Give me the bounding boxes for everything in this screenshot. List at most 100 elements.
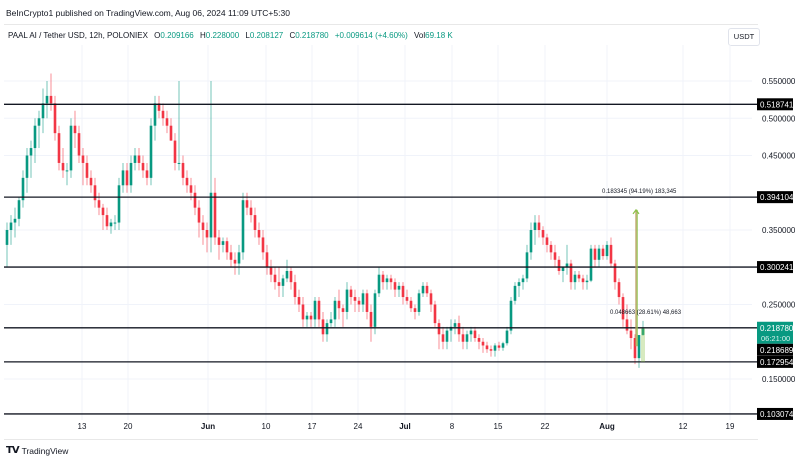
candle-body <box>405 297 409 301</box>
horizontal-levels[interactable] <box>4 103 758 415</box>
volume-label: Vol <box>414 31 426 40</box>
candle-body <box>525 252 529 279</box>
candle-body <box>13 218 17 223</box>
candle-body <box>57 133 61 163</box>
candle-body <box>245 200 249 208</box>
candle-body <box>337 300 341 309</box>
time-axis[interactable]: 13 20 Jun 10 17 24 Jul 8 15 22 Aug 12 19 <box>78 422 735 431</box>
price-tag-label: 0.218689 <box>760 346 794 355</box>
candle-body <box>221 241 225 245</box>
candle-body <box>53 103 57 134</box>
candle-body <box>17 200 21 219</box>
candle-body <box>353 297 357 301</box>
candle-body <box>533 222 537 230</box>
arrow-up-icon <box>632 208 640 215</box>
candle-body <box>253 215 257 230</box>
candle-body <box>365 293 369 312</box>
candle-body <box>361 293 365 305</box>
candle-body <box>489 349 493 351</box>
candle-body <box>605 244 609 257</box>
candle-body <box>77 133 81 156</box>
candle-body <box>185 177 189 186</box>
price-tag[interactable] <box>757 261 793 274</box>
candle-body <box>173 140 177 163</box>
candle-body <box>285 270 289 279</box>
price-tag[interactable] <box>757 98 793 111</box>
candle-body <box>393 282 397 290</box>
candle-body <box>585 280 589 283</box>
candle-body <box>297 297 301 305</box>
low-value: 0.208127 <box>249 31 284 40</box>
open-value: 0.209166 <box>160 31 194 40</box>
candle-body <box>249 207 253 216</box>
candle-body <box>637 335 641 359</box>
candle-body <box>469 330 473 335</box>
candle-body <box>21 177 25 201</box>
candle-body <box>317 300 321 320</box>
price-tag[interactable] <box>757 191 793 204</box>
candle-body <box>265 252 269 268</box>
candle-body <box>437 323 441 335</box>
candle-body <box>149 125 153 178</box>
candle-body <box>481 341 485 346</box>
close-value: 0.218780 <box>295 31 329 40</box>
high-value: 0.228000 <box>205 31 240 40</box>
candle-body <box>453 323 457 327</box>
time-tick-label: Aug <box>599 422 615 431</box>
currency-button[interactable]: USDT <box>728 28 760 46</box>
candle-body <box>409 300 413 309</box>
candle-body <box>341 308 345 312</box>
measure-label-small: 0.048663 (28.61%) 48,663 <box>610 310 682 316</box>
symbol-name[interactable]: PAAL AI / Tether USD, 12h, POLONIEX <box>8 31 148 40</box>
candle-body <box>477 338 481 342</box>
candle-body <box>181 162 185 178</box>
candle-body <box>601 248 605 257</box>
price-axis[interactable]: 0.550000 0.500000 0.450000 0.350000 0.250000… <box>757 77 796 420</box>
price-tag-label: 0.394104 <box>760 193 794 202</box>
candle-body <box>213 192 217 238</box>
candle-body <box>217 237 221 245</box>
time-tick-label: Jun <box>201 422 215 431</box>
candle-body <box>33 125 37 149</box>
candle-body <box>309 315 313 320</box>
candle-body <box>465 334 469 342</box>
candle-body <box>549 244 553 253</box>
tradingview-logo[interactable]: TV TradingView <box>6 445 68 456</box>
candle-body <box>109 222 113 227</box>
candle-body <box>381 274 385 283</box>
candle-body <box>357 300 361 305</box>
price-range-measurements[interactable]: 0.183345 (94.19%) 183,345 0.048663 (28.61… <box>602 189 682 362</box>
time-tick-label: 8 <box>450 422 455 431</box>
price-tag[interactable] <box>757 407 793 420</box>
candle-body <box>157 103 161 111</box>
candle-body <box>141 162 145 171</box>
candle-body <box>201 222 205 230</box>
candle-body <box>73 125 77 134</box>
candle-body <box>329 319 333 324</box>
price-tag[interactable] <box>757 355 793 368</box>
candle-body <box>273 274 277 283</box>
candle-body <box>597 248 601 260</box>
candle-body <box>165 118 169 126</box>
time-tick-label: 22 <box>541 422 550 431</box>
candle-body <box>281 278 285 286</box>
candle-body <box>241 200 245 253</box>
candle-body <box>417 293 421 312</box>
candle-body <box>293 282 297 298</box>
candle-body <box>449 326 453 331</box>
last-price-tag[interactable] <box>757 321 793 344</box>
candle-body <box>493 345 497 351</box>
candle-body <box>521 278 525 283</box>
candle-body <box>369 311 373 327</box>
candle-body <box>193 192 197 208</box>
candle-body <box>589 248 593 281</box>
candle-body <box>641 327 645 335</box>
candle-body <box>169 125 173 141</box>
candle-body <box>25 155 29 178</box>
price-tag[interactable] <box>757 343 793 356</box>
candle-body <box>425 285 429 294</box>
candle-body <box>153 103 157 126</box>
candle-body <box>397 285 401 290</box>
candle-body <box>413 308 417 312</box>
